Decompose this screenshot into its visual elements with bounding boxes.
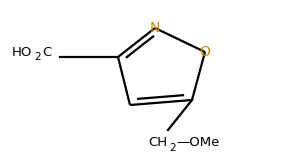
Text: 2: 2 <box>169 143 176 153</box>
Text: CH: CH <box>148 136 167 149</box>
Text: C: C <box>42 45 51 59</box>
Text: O: O <box>200 45 210 59</box>
Text: —OMe: —OMe <box>176 136 219 149</box>
Text: HO: HO <box>12 45 32 59</box>
Text: 2: 2 <box>34 52 41 62</box>
Text: N: N <box>150 21 160 35</box>
